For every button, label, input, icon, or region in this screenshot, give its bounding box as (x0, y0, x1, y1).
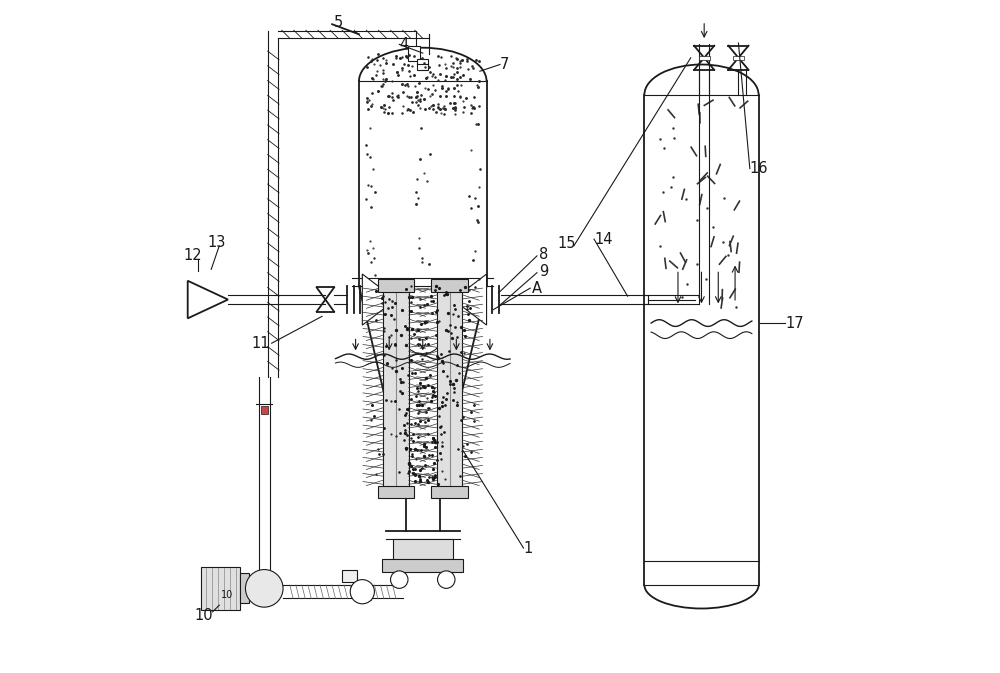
Polygon shape (362, 274, 396, 325)
Text: 8: 8 (539, 247, 548, 262)
Bar (431, 486, 468, 498)
Text: 16: 16 (750, 161, 768, 176)
Text: 12: 12 (183, 248, 202, 263)
Bar (733, 56, 744, 60)
Bar (699, 56, 710, 60)
Text: 10: 10 (221, 590, 234, 600)
Text: 10: 10 (194, 608, 213, 623)
Text: 7: 7 (500, 57, 509, 72)
Circle shape (391, 571, 408, 588)
Text: 1: 1 (524, 540, 533, 555)
Text: 17: 17 (785, 316, 804, 330)
Text: A: A (532, 281, 542, 295)
Circle shape (245, 569, 283, 607)
Bar (431, 279, 468, 291)
Text: 13: 13 (208, 235, 226, 250)
Bar (201, 567, 240, 610)
Text: 11: 11 (252, 336, 270, 351)
Text: 5: 5 (334, 15, 343, 30)
Text: 4: 4 (399, 37, 409, 52)
Text: 9: 9 (539, 264, 548, 279)
Bar (383, 286, 409, 491)
Bar (261, 406, 268, 414)
Polygon shape (188, 281, 228, 318)
Circle shape (350, 579, 374, 604)
Bar (437, 286, 462, 491)
Bar (417, 59, 428, 70)
Bar (393, 539, 453, 561)
Text: 14: 14 (594, 232, 613, 246)
Bar (342, 570, 357, 582)
Bar (378, 279, 414, 291)
Bar (240, 573, 249, 604)
Bar (408, 46, 420, 61)
Polygon shape (453, 274, 487, 325)
Bar (378, 486, 414, 498)
Circle shape (438, 571, 455, 588)
Bar (382, 559, 463, 571)
Text: 15: 15 (557, 236, 576, 251)
